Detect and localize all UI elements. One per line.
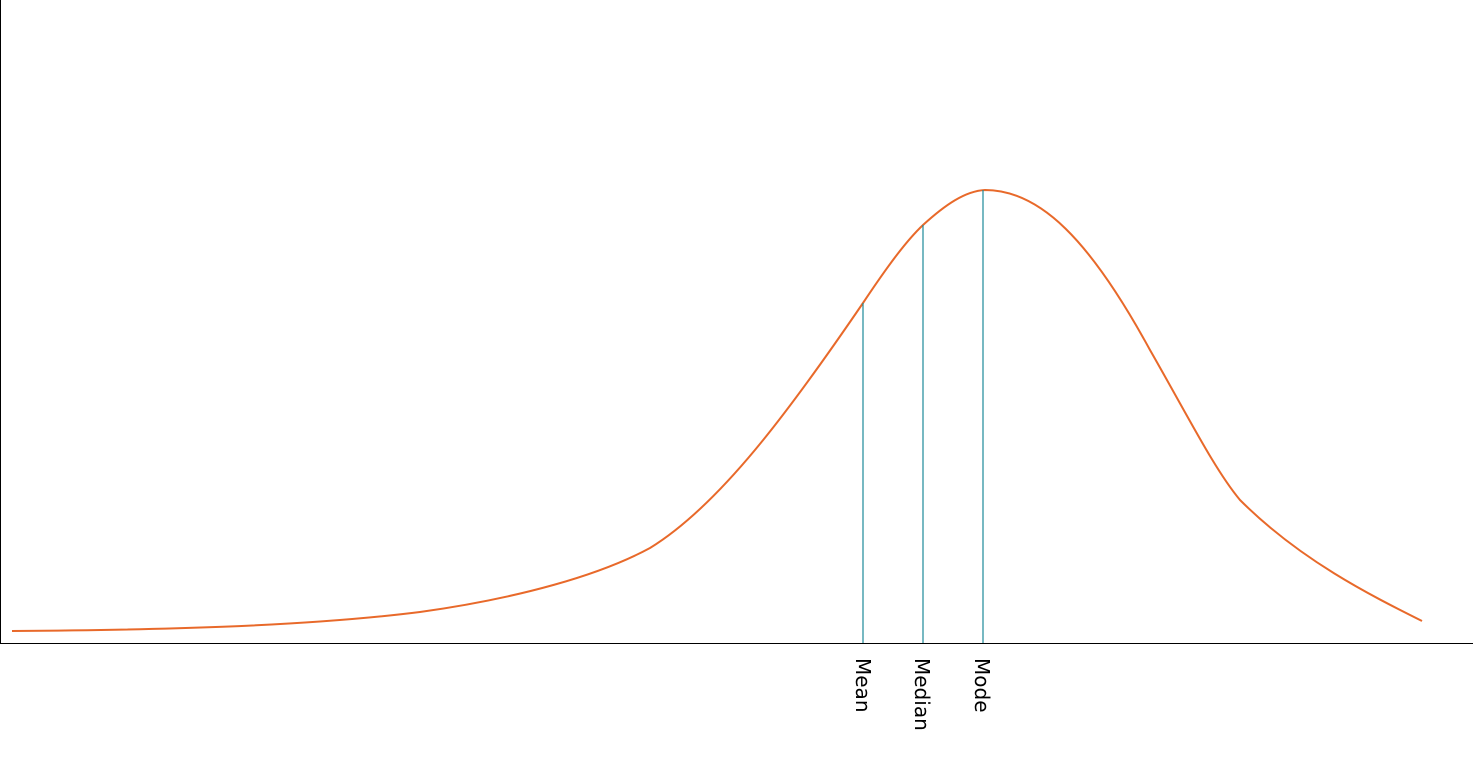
mode-label: Mode bbox=[970, 658, 994, 713]
distribution-curve bbox=[11, 188, 1423, 632]
mean-label: Mean bbox=[851, 658, 875, 713]
median-label: Median bbox=[910, 658, 934, 731]
